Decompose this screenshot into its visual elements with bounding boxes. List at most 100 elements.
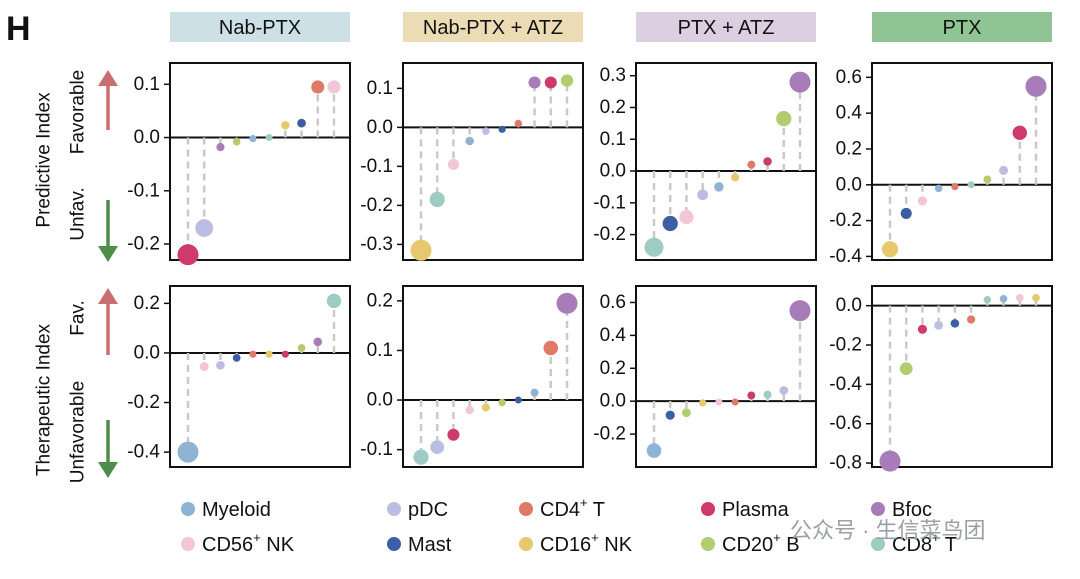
data-point (216, 360, 225, 370)
y-tick-label: -0.2 (593, 224, 626, 245)
data-point (413, 449, 429, 465)
data-point (646, 443, 662, 458)
y-tick-label: -0.2 (127, 234, 160, 255)
y-tick-label: 0.0 (367, 390, 393, 411)
y-tick-label: 0.1 (600, 129, 626, 150)
data-point (297, 118, 306, 128)
y-tick-label: 0.2 (367, 290, 393, 311)
legend-marker (871, 502, 885, 516)
data-point (917, 196, 928, 206)
data-point (950, 319, 960, 328)
column-header: Nab-PTX (170, 12, 350, 42)
column-headers: Nab-PTX Nab-PTX + ATZ PTX + ATZ PTX (170, 12, 1052, 42)
legend: Myeloid pDC CD4+ T Plasma Bfoc CD56+ NK Mast CD… (181, 495, 957, 557)
legend-label: CD8+ T (892, 530, 957, 557)
y-tick-label: 0.2 (134, 293, 160, 314)
y-tick-label: 0.3 (600, 65, 626, 86)
y-tick-label: -0.1 (360, 439, 393, 460)
data-point (465, 405, 474, 415)
data-point (265, 350, 273, 358)
data-point (1012, 125, 1027, 141)
watermark: 公众号 · 生信菜鸟团 (790, 518, 986, 543)
y-tick-label: 0.6 (600, 292, 626, 313)
data-point (544, 76, 557, 89)
data-point (447, 158, 460, 171)
y-tick-label: -0.2 (829, 335, 862, 356)
data-point (482, 127, 490, 135)
data-point (326, 293, 342, 309)
panel-frame (871, 285, 1053, 468)
chart-panels: -0.2 -0.1 0.0 0.1 -0.3 -0.2 -0.1 0.0 0.1 -0.2 -0.1… (127, 62, 1053, 474)
data-point (514, 396, 522, 404)
data-point (177, 441, 199, 463)
legend-item: Bfoc (871, 499, 932, 521)
legend-label: CD4+ T (540, 495, 605, 522)
data-point (731, 173, 740, 182)
data-point (789, 71, 811, 93)
chart-panel: -0.2 -0.1 0.0 0.1 0.2 0.3 (593, 62, 817, 261)
y-tick-label: -0.8 (829, 453, 862, 474)
legend-label: pDC (408, 499, 448, 521)
data-point (498, 125, 506, 133)
row-label-therapeutic: Therapeutic Index (34, 323, 55, 476)
chart-panel: -0.4 -0.2 0.0 0.2 0.4 0.6 (829, 62, 1053, 267)
legend-item: CD4+ T (519, 495, 605, 522)
legend-label: CD56+ NK (202, 530, 295, 557)
data-point (776, 110, 792, 127)
data-point (1025, 75, 1047, 97)
data-point (195, 219, 214, 237)
legend-label: Mast (408, 534, 452, 556)
legend-label: CD16+ NK (540, 530, 633, 557)
panel-frame (169, 285, 351, 468)
data-point (679, 209, 694, 225)
header-band (170, 12, 350, 42)
data-point (779, 386, 789, 395)
y-tick-label: 0.0 (836, 295, 862, 316)
data-point (747, 391, 756, 400)
header-band (403, 12, 583, 42)
data-point (430, 440, 445, 455)
y-tick-label: 0.2 (600, 97, 626, 118)
y-tick-label: -0.4 (127, 442, 160, 463)
data-point (879, 450, 901, 472)
legend-marker (181, 537, 195, 551)
column-header: PTX (872, 12, 1052, 42)
data-point (697, 189, 709, 201)
data-point (763, 157, 772, 166)
y-tick-label: 0.0 (836, 174, 862, 195)
legend-marker (387, 502, 401, 516)
y-tick-label: 0.4 (836, 103, 863, 124)
data-point (917, 324, 928, 334)
y-tick-label: 0.2 (600, 358, 626, 379)
data-point (682, 408, 691, 418)
data-point (560, 74, 574, 87)
legend-label: CD20+ B (722, 530, 800, 557)
data-point (714, 182, 724, 192)
panel-frame (635, 62, 817, 261)
y-tick-label: 0.0 (134, 127, 160, 148)
y-tick-label: 0.1 (367, 340, 393, 361)
data-point (731, 398, 739, 406)
legend-item: CD8+ T (871, 530, 957, 557)
data-point (665, 410, 675, 420)
chart-panel: -0.4 -0.2 0.0 0.2 (127, 285, 351, 468)
data-point (481, 403, 490, 412)
data-point (447, 428, 460, 441)
row-label-predictive: Predictive Index (34, 92, 55, 228)
y-tick-label: -0.6 (829, 413, 862, 434)
column-header: PTX + ATZ (636, 12, 816, 42)
column-header: Nab-PTX + ATZ (403, 12, 583, 42)
arrow-down-icon (98, 420, 118, 478)
y-tick-label: 0.0 (134, 342, 160, 363)
data-point (967, 181, 975, 189)
row-label-unfav: Unfav. (68, 187, 89, 241)
data-point (789, 300, 811, 322)
panel-label: H (6, 10, 31, 48)
legend-item: Plasma (701, 499, 790, 521)
y-tick-label: -0.4 (829, 374, 862, 395)
panel-frame (635, 285, 817, 468)
row-label-unfavorable: Unfavorable (68, 381, 89, 483)
data-point (265, 134, 273, 142)
data-point (543, 340, 559, 356)
